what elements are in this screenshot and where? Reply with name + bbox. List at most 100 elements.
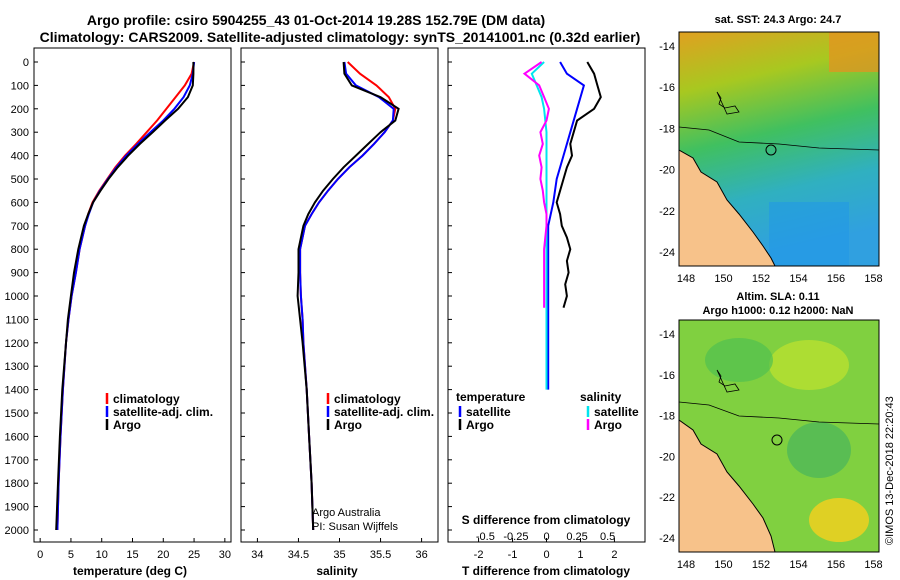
reef-outline [716,369,740,393]
sst-isobath [679,126,879,151]
salinity-panel-frame [240,47,439,543]
salinity-series [296,61,400,531]
argo-location-marker [765,144,777,156]
difference-line-temperature-satellite [547,61,586,390]
map-lon-tick-label: 158 [864,559,882,571]
x-tick-label: 0 [37,549,43,561]
australia-coast [679,149,776,266]
map-lat-tick-label: -16 [659,370,675,382]
depth-tick-label: 800 [11,244,29,256]
depth-tick-label: 1600 [5,431,29,443]
depth-tick-label: 1100 [5,314,29,326]
salinity-x-axis: 34 34.5 35 35.5 36 [251,538,428,561]
t-difference-axis-label: T difference from climatology [462,564,630,578]
sla-isobath [679,401,879,425]
legend-header-temperature: temperature [456,390,526,404]
legend-label-satellite: satellite-adj. clim. [334,405,434,419]
temperature-series [55,61,196,531]
depth-tick-label: 1400 [5,385,29,397]
x-tick-label: 20 [157,549,169,561]
argo-location-marker [771,434,783,446]
temperature-line-satellite-adj-clim- [56,61,196,531]
sla-map-axes: 148 150 152 154 156 158 -14 -16 -18 -20 -22 -24 [659,329,883,571]
depth-tick-label: 1300 [5,361,29,373]
map-lon-tick-label: 152 [752,559,770,571]
depth-tick-label: 700 [11,221,29,233]
imos-stamp: ©IMOS 13-Dec-2018 22:20:43 [884,396,896,545]
difference-line-salinity-satellite [530,61,548,390]
map-lat-tick-label: -14 [659,41,675,53]
x-tick-label: 5 [68,549,74,561]
map-lon-tick-label: 150 [714,559,732,571]
sla-high-patch [769,340,849,390]
australia-coast [679,419,776,552]
x-tick-label: -1 [508,549,518,561]
depth-tick-label: 400 [11,151,29,163]
map-lat-tick-label: -14 [659,329,675,341]
temperature-axis-label: temperature (deg C) [73,564,187,578]
credit-pi: PI: Susan Wijffels [312,521,398,533]
figure-title-line1: Argo profile: csiro 5904255_43 01-Oct-20… [87,12,545,28]
map-lat-tick-label: -20 [659,165,675,177]
x-tick-label: 35.5 [370,549,391,561]
depth-tick-label: 1700 [5,455,29,467]
temperature-line-argo [55,62,195,531]
salinity-legend: climatology satellite-adj. clim. Argo [326,392,434,432]
difference-line-temperature-argo [555,61,602,308]
map-lon-tick-label: 150 [714,273,732,285]
sst-map-axes: 148 150 152 154 156 158 -14 -16 -18 -20 -22 -24 [659,41,883,285]
depth-axis: 0 100 200 300 400 500 600 700 800 900 1000 1100 1200… [5,57,452,537]
map-lon-tick-label: 148 [677,559,695,571]
legend-label-argo: Argo [113,418,141,432]
s-diff-tick-label: 0 [543,531,549,543]
salinity-axis-label: salinity [316,564,358,578]
x-tick-label: 25 [188,549,200,561]
map-lat-tick-label: -18 [659,123,675,135]
s-diff-tick-label: -0.5 [476,531,495,543]
sst-map [679,32,879,266]
legend-label-climatology: climatology [113,392,180,406]
x-tick-label: 36 [415,549,427,561]
map-lat-tick-label: -18 [659,411,675,423]
legend-label-t-argo: Argo [466,418,494,432]
depth-tick-label: 200 [11,104,29,116]
sla-low-patch [705,338,773,382]
depth-tick-label: 300 [11,127,29,139]
legend-header-salinity: salinity [580,390,622,404]
s-difference-axis-label: S difference from climatology [462,513,631,527]
depth-tick-label: 1000 [5,291,29,303]
s-diff-tick-label: -0.25 [503,531,528,543]
map-lon-tick-label: 154 [789,273,807,285]
temperature-x-axis: 0 5 10 15 20 25 30 [37,538,231,561]
map-lon-tick-label: 154 [789,559,807,571]
sla-map [679,320,879,552]
map-lat-tick-label: -24 [659,533,675,545]
depth-tick-label: 500 [11,174,29,186]
map-lat-tick-label: -22 [659,206,675,218]
figure-title-line2: Climatology: CARS2009. Satellite-adjuste… [40,29,641,45]
map-lat-tick-label: -22 [659,492,675,504]
sst-cool-patch [769,202,849,266]
x-tick-label: -2 [474,549,484,561]
difference-line-salinity-argo [522,61,550,308]
depth-tick-label: 1500 [5,408,29,420]
depth-tick-label: 100 [11,80,29,92]
sst-map-title: sat. SST: 24.3 Argo: 24.7 [715,14,842,26]
sla-map-title-2: Argo h1000: 0.12 h2000: NaN [702,305,853,317]
depth-tick-label: 900 [11,268,29,280]
depth-tick-label: 600 [11,197,29,209]
x-tick-label: 1 [577,549,583,561]
sla-high-patch-south [809,498,869,542]
depth-tick-label: 1900 [5,502,29,514]
x-tick-label: 34.5 [288,549,309,561]
s-diff-tick-label: 0.25 [566,531,587,543]
reef-outline [716,91,740,115]
map-lon-tick-label: 158 [864,273,882,285]
legend-label-climatology: climatology [334,392,401,406]
difference-series [522,61,602,390]
x-tick-label: 10 [96,549,108,561]
depth-tick-label: 1200 [5,338,29,350]
map-lon-tick-label: 148 [677,273,695,285]
salinity-line-argo [296,61,400,531]
